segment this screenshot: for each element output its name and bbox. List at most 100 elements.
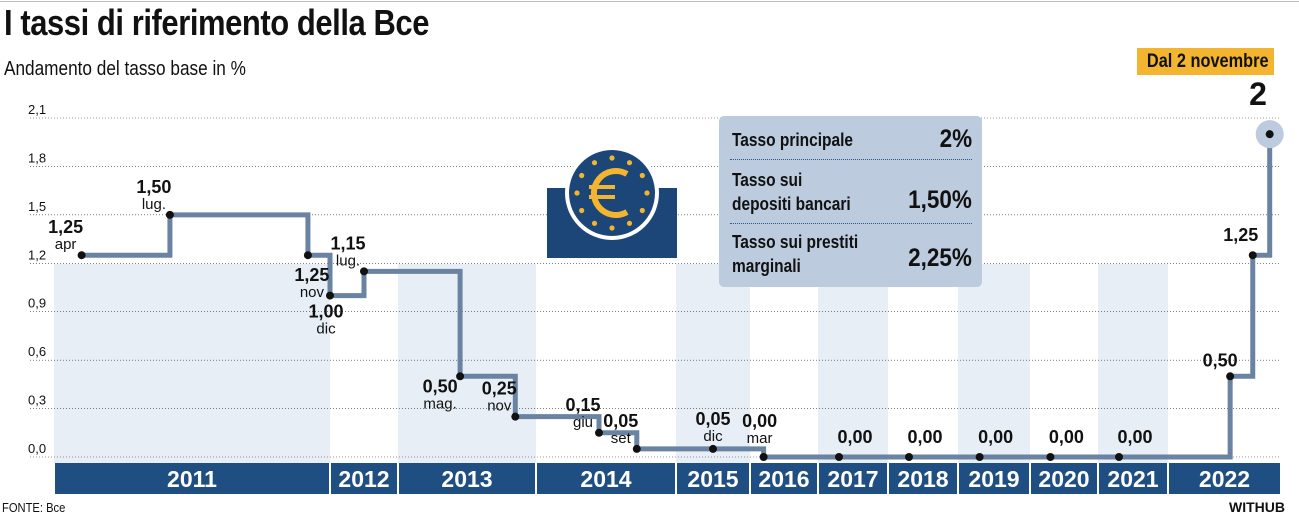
year-band <box>676 264 750 463</box>
logo-star <box>626 160 633 166</box>
data-point <box>77 251 86 260</box>
y-tick-label: 0,6 <box>28 344 46 359</box>
data-point <box>595 428 603 437</box>
value-label: 0,00 <box>1117 427 1152 447</box>
year-label: 2020 <box>1038 466 1089 492</box>
info-value-deposits: 1,50% <box>908 186 972 214</box>
y-tick-label: 1,2 <box>28 247 46 262</box>
logo-star <box>591 160 598 166</box>
value-label: 0,05 <box>695 409 730 429</box>
data-labels: 1,25apr1,50lug.1,25nov1,00dic1,15lug.0,5… <box>48 177 1258 447</box>
y-tick-label: 0,9 <box>28 296 46 311</box>
y-tick-label: 1,8 <box>28 150 46 165</box>
year-axis: 2011 2012 2013 2014 2015 2016 2017 2018 2019 2020… <box>55 463 1280 494</box>
chart-subtitle: Andamento del tasso base in % <box>4 58 246 80</box>
page-title: I tassi di riferimento della Bce <box>4 2 429 43</box>
y-tick-label: 0,0 <box>28 441 46 456</box>
value-label: 1,15 <box>330 233 365 253</box>
logo-star <box>626 220 633 226</box>
data-point <box>303 251 312 260</box>
logo-star <box>644 190 650 196</box>
year-bands <box>54 264 1168 463</box>
data-point <box>1265 130 1274 139</box>
year-cell <box>1031 463 1097 494</box>
data-point <box>456 372 465 381</box>
month-label: nov <box>487 398 512 415</box>
year-band <box>958 264 1030 463</box>
rate-series <box>77 120 1284 461</box>
year-label: 2013 <box>441 466 492 492</box>
logo-star <box>579 207 585 214</box>
data-point <box>1226 372 1235 381</box>
year-cell <box>1099 463 1167 494</box>
month-label: dic <box>703 428 723 445</box>
value-label: 1,00 <box>308 302 343 322</box>
month-label: lug. <box>142 196 166 213</box>
year-label: 2022 <box>1199 466 1250 492</box>
logo-star <box>579 172 585 179</box>
year-label: 2014 <box>580 466 631 492</box>
data-point <box>1115 453 1123 461</box>
year-cell <box>819 463 887 494</box>
value-label: 1,25 <box>48 217 83 237</box>
year-cell <box>331 463 397 494</box>
value-label: 0,00 <box>837 427 872 447</box>
euro-logo-icon <box>547 148 677 258</box>
info-separator <box>730 159 972 160</box>
date-badge-text: Dal 2 novembre <box>1146 51 1269 72</box>
year-cell <box>55 463 329 494</box>
value-label: 1,25 <box>294 265 329 285</box>
y-tick-label: 1,5 <box>28 199 46 214</box>
gridlines: 0,0 0,3 0,6 0,9 1,2 1,5 1,8 2,1 <box>28 102 1281 458</box>
year-cell <box>399 463 535 494</box>
value-label: 1,50 <box>136 177 171 197</box>
data-point <box>975 453 984 461</box>
value-label: 0,50 <box>423 376 458 396</box>
year-label: 2012 <box>338 466 389 492</box>
data-point <box>360 267 368 276</box>
logo-star <box>609 155 615 161</box>
logo-star <box>591 220 598 226</box>
year-band <box>818 264 888 463</box>
data-point <box>1046 453 1055 461</box>
month-label: nov <box>300 284 325 301</box>
data-point <box>709 444 717 453</box>
year-cell <box>537 463 675 494</box>
year-cell <box>1169 463 1280 494</box>
date-badge: Dal 2 novembre <box>1137 48 1274 75</box>
month-label: mag. <box>423 395 456 412</box>
data-point <box>759 453 768 461</box>
info-row-lending: Tasso sui prestiti marginali 2,25% <box>732 230 972 282</box>
year-cell <box>889 463 957 494</box>
month-label: mar <box>747 430 773 447</box>
month-label: apr <box>55 236 77 253</box>
data-point <box>835 453 843 461</box>
top-rule <box>0 1 1299 2</box>
year-label: 2019 <box>968 466 1019 492</box>
data-point <box>1248 251 1257 260</box>
y-tick-label: 2,1 <box>28 102 46 117</box>
logo-star <box>609 225 615 231</box>
year-label: 2016 <box>758 466 809 492</box>
data-point <box>511 412 520 421</box>
data-point <box>632 444 641 453</box>
logo-star <box>639 207 645 214</box>
year-band <box>1098 264 1168 463</box>
data-point <box>905 453 913 461</box>
info-row-main: Tasso principale 2% <box>732 125 972 158</box>
year-band <box>54 264 330 463</box>
info-label-main: Tasso principale <box>732 130 854 150</box>
value-label: 0,15 <box>565 395 600 415</box>
year-label: 2021 <box>1107 466 1158 492</box>
info-separator <box>730 223 972 224</box>
month-label: set <box>611 430 632 447</box>
value-label: 0,00 <box>1049 427 1084 447</box>
info-label-deposits: Tasso sui depositi bancari <box>732 170 851 214</box>
rates-info-box: Tasso principale 2% Tasso sui depositi b… <box>719 116 982 287</box>
source-note: FONTE: Bce <box>2 500 66 515</box>
info-row-deposits: Tasso sui depositi bancari 1,50% <box>732 168 972 220</box>
data-point <box>326 291 334 300</box>
year-band <box>398 264 536 463</box>
value-label: 1,25 <box>1223 225 1258 245</box>
